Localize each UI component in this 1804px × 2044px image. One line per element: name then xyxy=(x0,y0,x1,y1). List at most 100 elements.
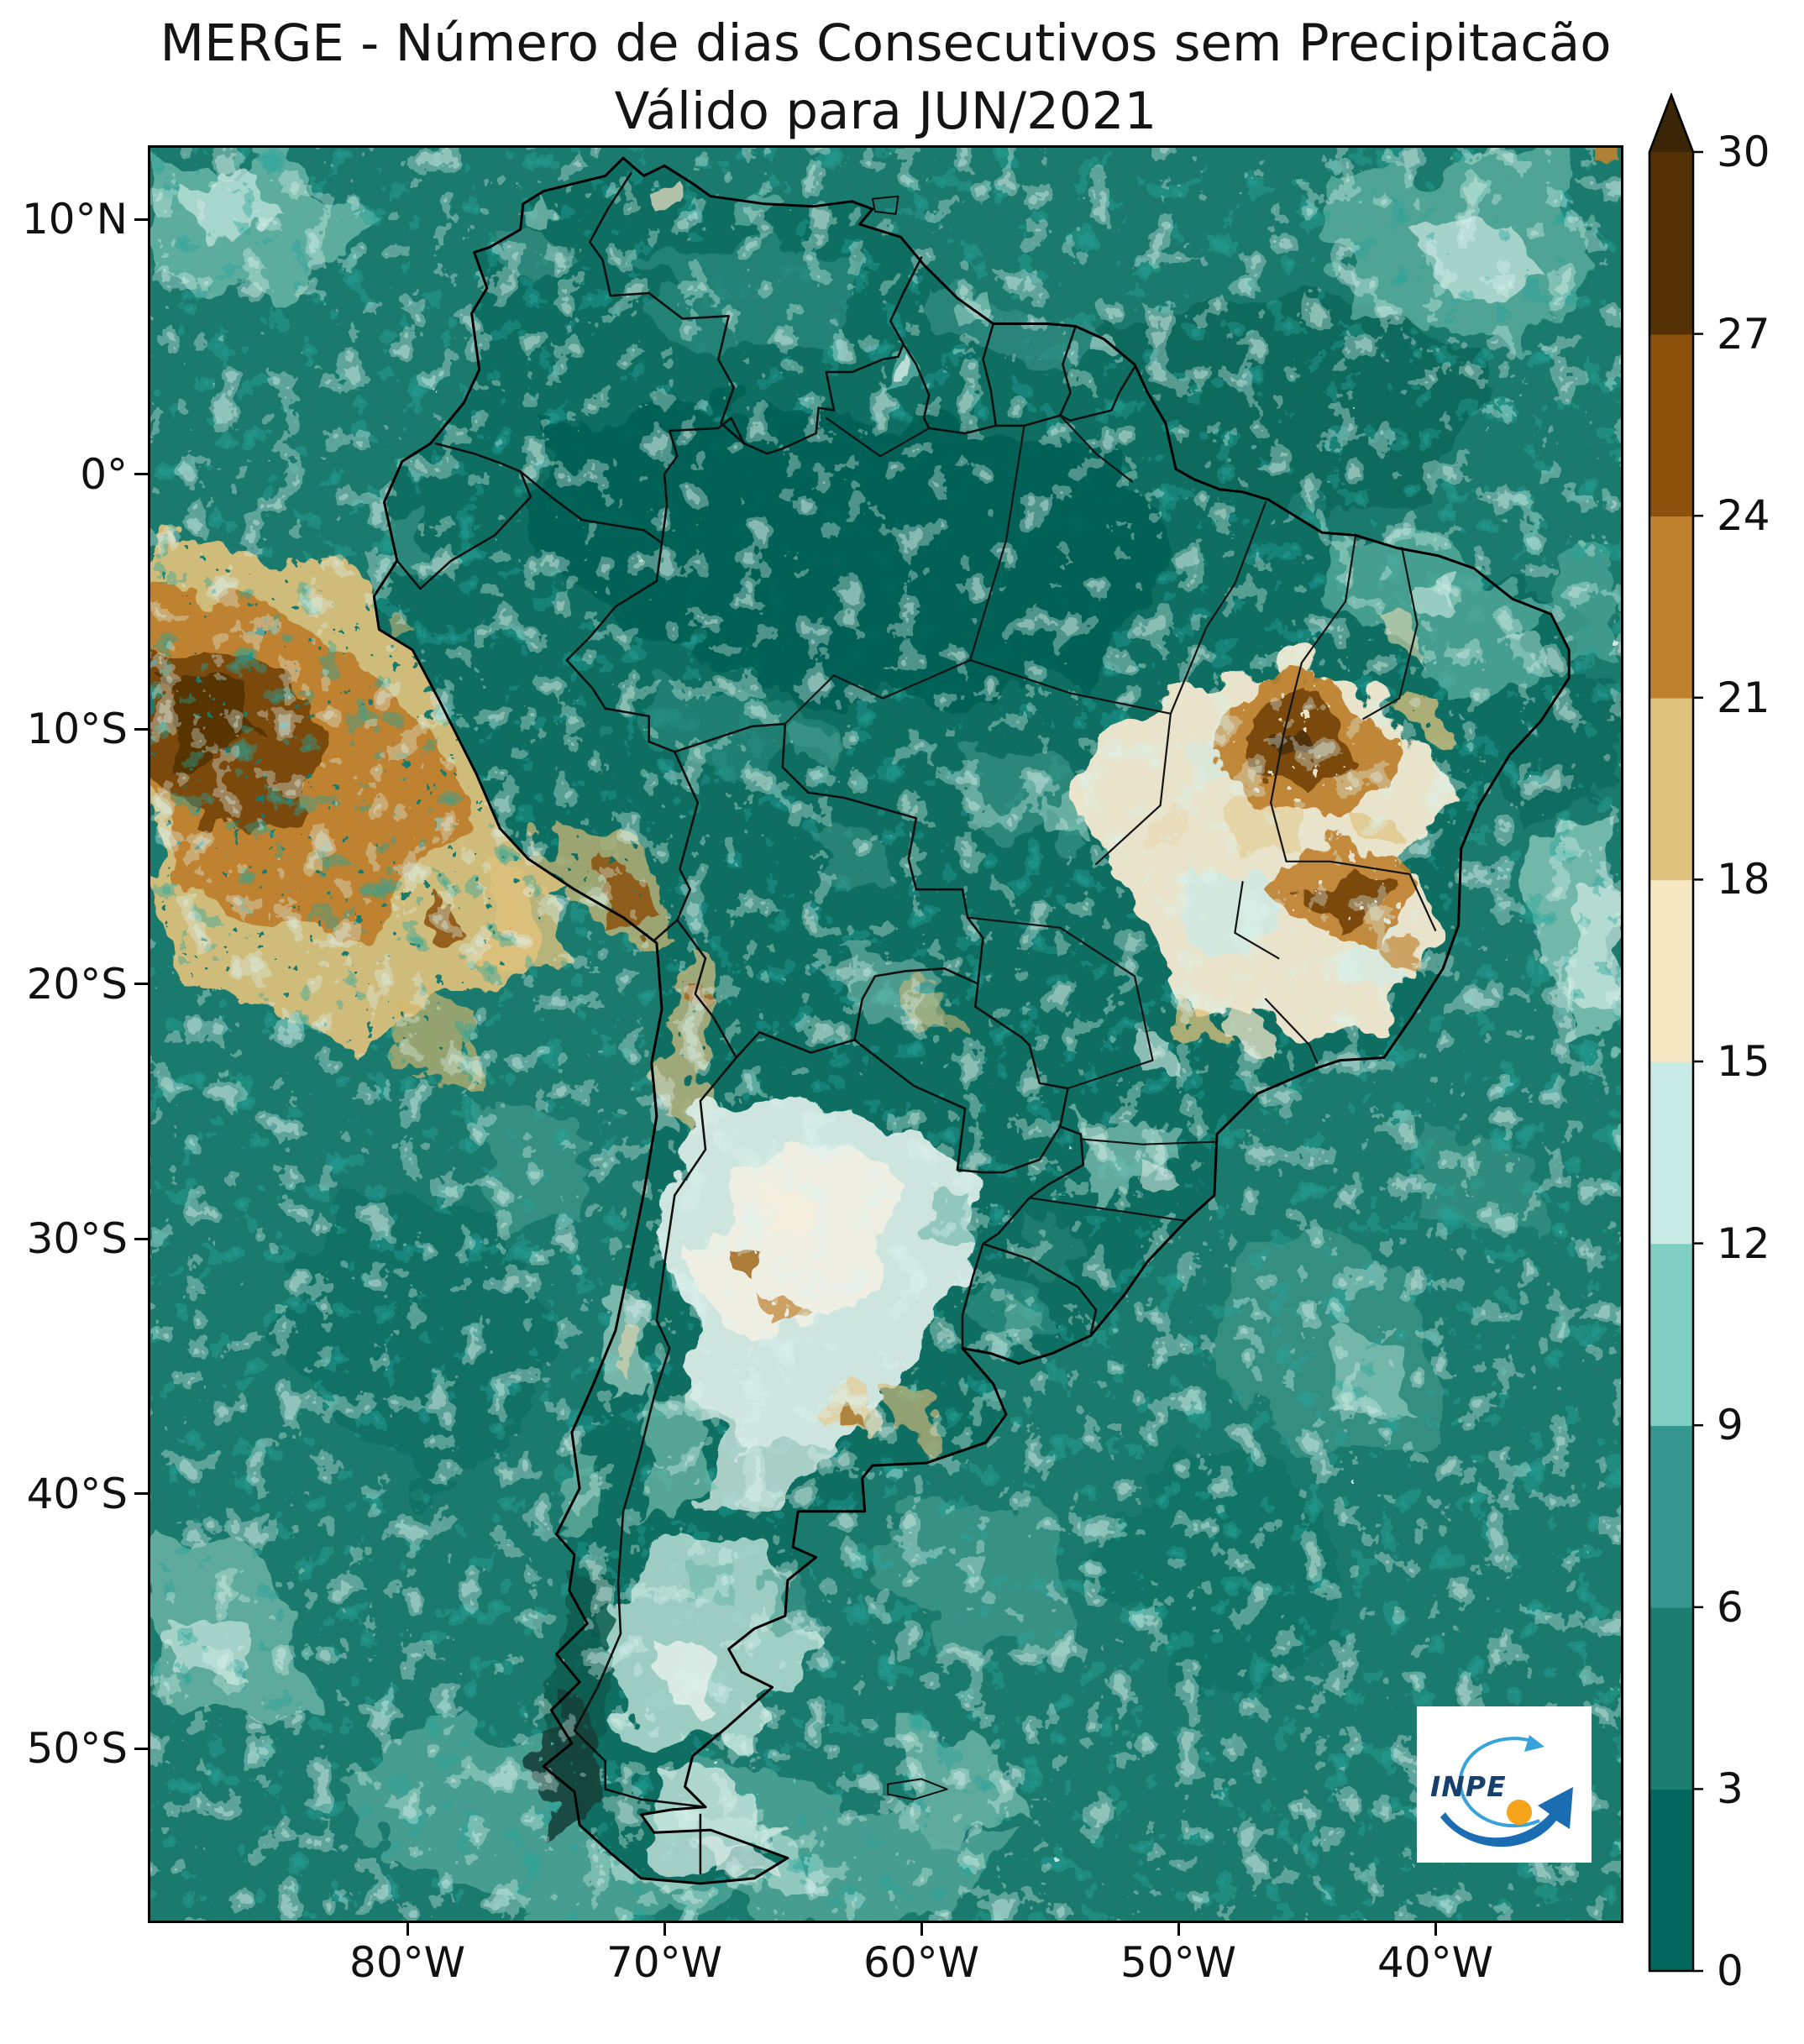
state-border xyxy=(1169,501,1267,715)
colorbar-cell xyxy=(1649,152,1693,335)
state-border xyxy=(1082,1138,1219,1145)
colorbar-tick-label: 27 xyxy=(1717,309,1770,359)
colorbar-tick-label: 0 xyxy=(1717,1947,1744,1995)
country-border xyxy=(589,172,746,445)
colorbar xyxy=(1648,92,1757,1976)
colorbar-cell xyxy=(1649,1789,1693,1972)
x-tick-mark xyxy=(663,1923,666,1936)
colorbar-cell xyxy=(1649,879,1693,1062)
colorbar-graphic xyxy=(1648,92,1703,1973)
country-border xyxy=(853,967,979,1041)
colorbar-cell xyxy=(1649,1243,1693,1426)
country-border xyxy=(982,1242,1098,1334)
inpe-logo-text: INPE xyxy=(1430,1770,1507,1803)
colorbar-tick-label: 18 xyxy=(1717,855,1770,904)
country-border xyxy=(519,470,663,583)
country-border xyxy=(853,1039,1062,1174)
y-tick-label: 30°S xyxy=(26,1214,128,1263)
colorbar-tick-label: 15 xyxy=(1717,1037,1770,1086)
country-border xyxy=(676,919,737,1059)
y-tick-label: 10°N xyxy=(21,195,128,244)
title-line-2: Válido para JUN/2021 xyxy=(614,81,1157,141)
colorbar-tick-label: 3 xyxy=(1717,1764,1744,1814)
country-border xyxy=(1059,325,1077,417)
country-border xyxy=(961,1242,984,1350)
colorbar-over-arrow xyxy=(1649,95,1693,152)
inpe-logo-graphic xyxy=(1440,1735,1573,1847)
y-tick-label: 50°S xyxy=(26,1724,128,1773)
logo-orange-ball xyxy=(1507,1800,1532,1825)
y-tick-label: 20°S xyxy=(26,959,128,1009)
x-tick-mark xyxy=(1434,1923,1437,1936)
y-tick-label: 40°S xyxy=(26,1469,128,1518)
state-border xyxy=(1270,801,1437,931)
island-outline xyxy=(887,1778,948,1800)
state-border xyxy=(1028,1197,1188,1222)
x-tick-mark xyxy=(406,1923,409,1936)
state-border xyxy=(1095,712,1172,865)
state-border xyxy=(969,424,1025,662)
state-border xyxy=(1059,414,1134,483)
country-border xyxy=(674,751,700,921)
logo-thin-arc xyxy=(1458,1737,1540,1828)
y-tick-mark xyxy=(134,473,148,475)
country-border xyxy=(396,470,532,590)
country-border xyxy=(742,343,905,455)
colorbar-cell xyxy=(1649,333,1693,516)
colorbar-tick-label: 9 xyxy=(1717,1401,1744,1450)
x-tick-mark xyxy=(1177,1923,1180,1936)
colorbar-tick-label: 21 xyxy=(1717,673,1770,722)
inpe-logo: INPE xyxy=(1417,1706,1592,1863)
title-line-1: MERGE - Número de dias Consecutivos sem … xyxy=(160,13,1612,73)
state-border xyxy=(969,659,1172,715)
x-tick-label: 70°W xyxy=(606,1938,723,1987)
country-border xyxy=(653,919,679,942)
state-border xyxy=(967,916,1136,977)
logo-blue-arrow xyxy=(1440,1787,1573,1847)
colorbar-tick-label: 6 xyxy=(1717,1582,1744,1632)
colorbar-cell xyxy=(1649,1606,1693,1790)
colorbar-cell xyxy=(1649,516,1693,699)
country-border xyxy=(660,417,746,544)
state-border xyxy=(1234,881,1280,960)
country-border xyxy=(982,1125,1085,1245)
colorbar-cell xyxy=(1649,1425,1693,1608)
map-panel: INPE xyxy=(148,145,1623,1923)
speckle-white-overlay xyxy=(148,145,1623,1923)
state-border xyxy=(1265,998,1319,1064)
state-border xyxy=(1282,534,1357,736)
x-tick-label: 80°W xyxy=(349,1938,466,1987)
map-canvas xyxy=(148,145,1623,1923)
colorbar-tick-label: 12 xyxy=(1717,1219,1770,1268)
x-tick-label: 50°W xyxy=(1120,1938,1237,1987)
colorbar-tick-label: 24 xyxy=(1717,491,1770,541)
logo-arc-arrowhead xyxy=(1524,1735,1544,1752)
y-tick-mark xyxy=(134,727,148,731)
x-tick-mark xyxy=(920,1923,923,1936)
state-border xyxy=(1067,975,1154,1090)
island-outline xyxy=(871,195,899,215)
coastline xyxy=(372,156,1571,1885)
state-border xyxy=(1362,547,1419,720)
colorbar-tick-label: 30 xyxy=(1717,128,1770,176)
y-tick-mark xyxy=(134,983,148,985)
y-tick-mark xyxy=(134,1747,148,1750)
y-tick-mark xyxy=(134,218,148,221)
x-tick-label: 40°W xyxy=(1377,1938,1494,1987)
y-tick-mark xyxy=(134,1237,148,1240)
y-tick-label: 0° xyxy=(80,449,128,499)
country-border xyxy=(434,442,522,473)
country-border xyxy=(735,1030,856,1059)
figure-title: MERGE - Número de dias Consecutivos sem … xyxy=(148,10,1623,145)
x-tick-label: 60°W xyxy=(863,1938,980,1987)
country-border xyxy=(565,579,676,753)
y-tick-label: 10°S xyxy=(26,705,128,753)
state-border xyxy=(784,659,972,725)
state-border xyxy=(825,417,931,458)
y-tick-mark xyxy=(134,1492,148,1495)
country-border xyxy=(982,322,998,427)
country-border xyxy=(573,1056,737,1809)
country-border xyxy=(889,256,931,430)
map-frame xyxy=(148,145,1623,1923)
